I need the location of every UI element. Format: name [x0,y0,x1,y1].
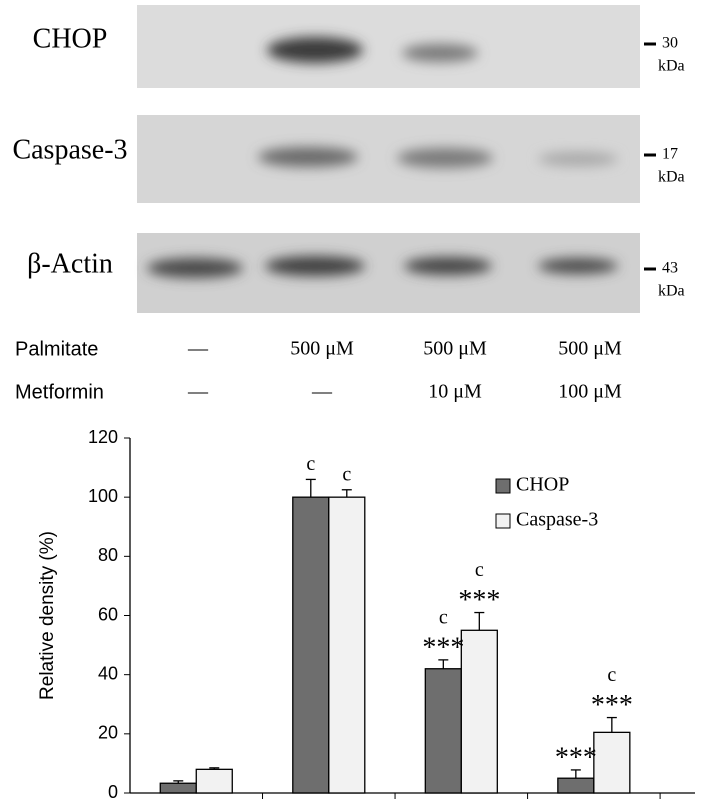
marker-size: 43 [662,260,678,277]
y-tick-label: 40 [98,663,118,683]
treatment-cell: — [187,338,209,360]
band [538,258,618,274]
legend-swatch [495,513,511,529]
band [397,148,493,168]
band [538,152,618,166]
y-axis-title: Relative density (%) [37,531,58,700]
treatment-cell: — [187,381,209,403]
blot-label: β-Actin [27,248,113,279]
blot-label: Caspase-3 [12,134,127,165]
y-tick-label: 120 [88,427,118,447]
treatment-cell: 100 μM [558,381,622,403]
bar [292,496,330,794]
marker-unit: kDa [658,169,685,186]
band [267,37,363,63]
bar [195,768,233,794]
bar [460,629,498,794]
legend-swatch [495,478,511,494]
y-tick-label: 100 [88,486,118,506]
significance-label: c [306,453,315,475]
band [258,147,358,167]
significance-label: *** [422,632,464,663]
blot-label: CHOP [33,23,108,54]
y-tick-label: 60 [98,604,118,624]
band [147,258,243,278]
band [265,256,365,276]
bar [328,496,366,794]
treatment-cell: — [311,381,333,403]
significance-label: c [439,606,448,628]
marker-unit: kDa [658,283,685,300]
band [404,257,492,275]
y-tick-label: 20 [98,723,118,743]
treatment-cell: 500 μM [290,338,354,360]
significance-label: *** [555,742,597,773]
bar [159,782,197,794]
legend-label: Caspase-3 [516,509,598,531]
band [402,44,478,62]
legend-label: CHOP [516,474,569,496]
y-tick-label: 0 [108,782,118,802]
treatment-cell: 10 μM [428,381,482,403]
treatment-label: Metformin [15,381,104,403]
blot-panel [137,5,640,88]
significance-label: c [607,664,616,686]
significance-label: *** [591,690,633,721]
bar [593,731,631,794]
bar [424,668,462,794]
blot-panels [137,5,640,313]
significance-label: *** [458,585,500,616]
bar [557,777,595,794]
y-tick-label: 80 [98,545,118,565]
marker-size: 17 [662,146,678,163]
significance-label: c [342,463,351,485]
treatment-label: Palmitate [15,338,98,360]
treatment-cell: 500 μM [558,338,622,360]
marker-unit: kDa [658,58,685,75]
significance-label: c [475,559,484,581]
treatment-cell: 500 μM [423,338,487,360]
marker-size: 30 [662,35,678,52]
